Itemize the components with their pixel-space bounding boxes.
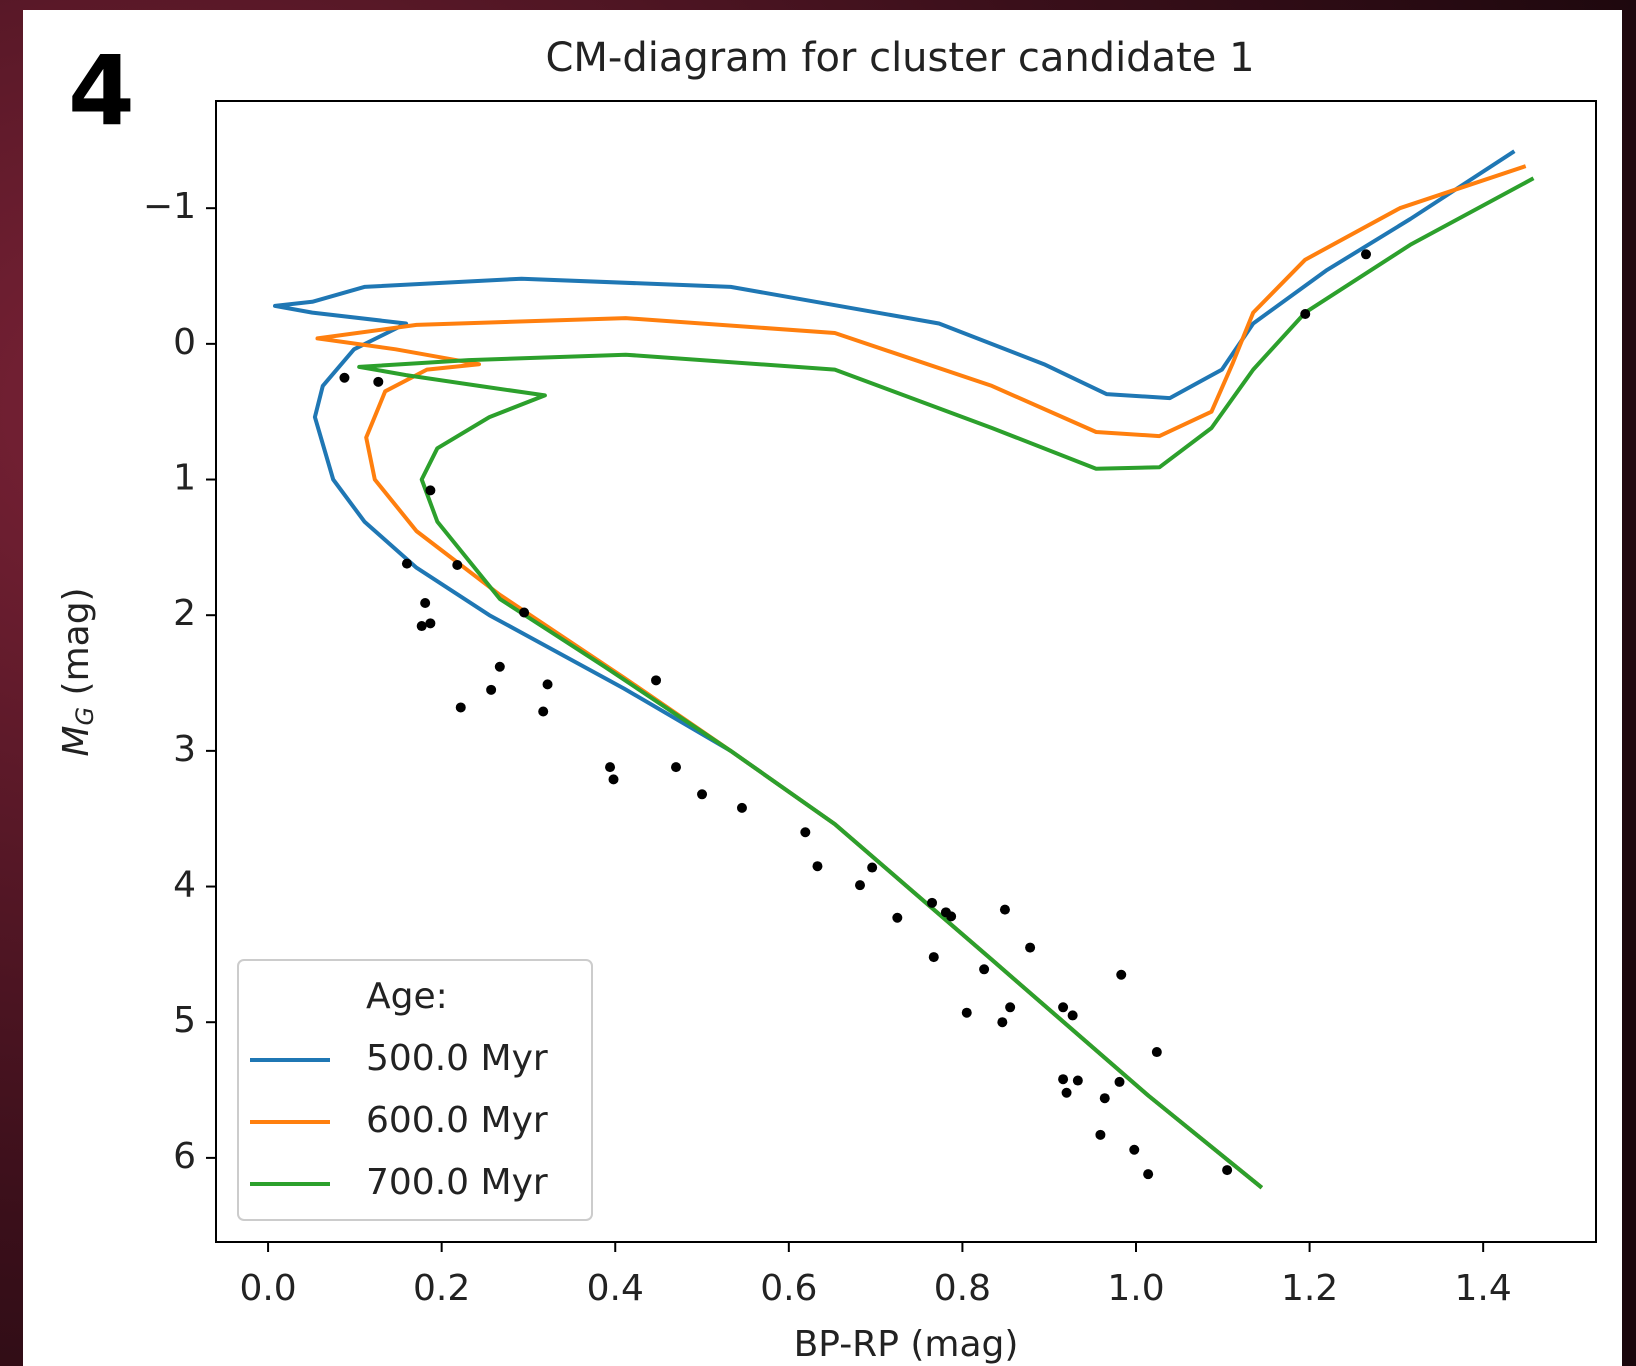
star-point [1222,1165,1233,1176]
x-axis-label: BP-RP (mag) [794,1324,1019,1365]
x-tick-label: 0.8 [934,1268,991,1309]
isochrone-line [273,149,1516,1190]
x-tick-label: 1.0 [1107,1268,1164,1309]
star-point [855,880,865,891]
star-point [651,675,662,686]
star-point [1116,969,1127,980]
star-point [961,1007,972,1018]
y-tick-label: 5 [173,1000,196,1041]
star-point [519,607,530,618]
star-point [946,911,957,922]
star-point [542,679,553,690]
y-tick-label: 2 [173,593,196,634]
isochrone-line [357,176,1535,1190]
y-label-sub: G [71,707,99,726]
star-point [736,802,747,813]
y-axis-label: MG (mag) [56,587,99,756]
star-point [979,964,990,975]
y-tick-label: 6 [173,1136,196,1177]
star-point [697,789,708,800]
chart-title: CM-diagram for cluster candidate 1 [545,35,1254,81]
x-tick-label: 0.2 [413,1268,470,1309]
legend-label: 500.0 Myr [366,1038,548,1079]
y-label-rest: (mag) [56,587,97,707]
star-point [373,376,384,387]
x-tick-label: 1.4 [1455,1268,1512,1309]
star-point [1061,1087,1072,1098]
star-point [892,912,903,923]
star-point [1025,942,1036,953]
legend-label: 700.0 Myr [366,1162,548,1203]
star-point [1058,1074,1069,1085]
star-point [486,684,497,695]
star-point [1058,1002,1069,1013]
star-point [452,559,463,570]
star-point [416,621,427,632]
star-point [455,702,466,713]
star-point [997,1017,1008,1028]
y-tick-label: 3 [173,729,196,770]
star-point [1099,1093,1110,1104]
star-point [494,661,505,672]
star-point [928,952,939,963]
x-tick-label: 0.4 [587,1268,644,1309]
legend: Age: 500.0 Myr 600.0 Myr 700.0 Myr [237,959,593,1221]
x-tick-label: 1.2 [1281,1268,1338,1309]
star-point [538,706,549,717]
star-point [671,762,681,773]
legend-title: Age: [366,976,448,1017]
star-point [401,558,412,569]
legend-label: 600.0 Myr [366,1100,548,1141]
axes-frame [215,100,1597,1243]
star-point [608,774,619,785]
star-point [1143,1169,1154,1180]
y-tick-label: 0 [173,322,196,363]
star-point [812,861,823,872]
star-point [1095,1129,1106,1140]
star-point [1300,309,1311,320]
star-point [420,597,431,608]
star-point [339,372,350,383]
star-point [425,618,436,629]
panel-label: 4 [68,35,135,147]
star-point [425,485,436,496]
x-tick-label: 0.6 [760,1268,817,1309]
star-point [1129,1144,1140,1155]
star-point [1005,1002,1016,1013]
y-tick-label: −1 [143,186,196,227]
star-point [800,827,811,838]
star-point [1151,1047,1162,1058]
y-tick-label: 1 [173,458,196,499]
plot-area: 0.0 0.2 0.4 0.6 0.8 1.0 1.2 1.4 −1 0 1 2 3 4 5 6 Age: 500… [143,100,1597,1309]
star-point [999,904,1010,915]
legend-box [237,959,593,1221]
star-point [605,762,616,773]
star-point [1114,1076,1125,1087]
star-point [927,897,938,908]
y-label-main: M [56,726,97,757]
star-point [1072,1075,1083,1086]
y-tick-label: 4 [173,865,196,906]
x-tick-label: 0.0 [239,1268,296,1309]
star-point [1067,1010,1078,1021]
star-point [1361,249,1371,260]
star-point [867,862,878,873]
